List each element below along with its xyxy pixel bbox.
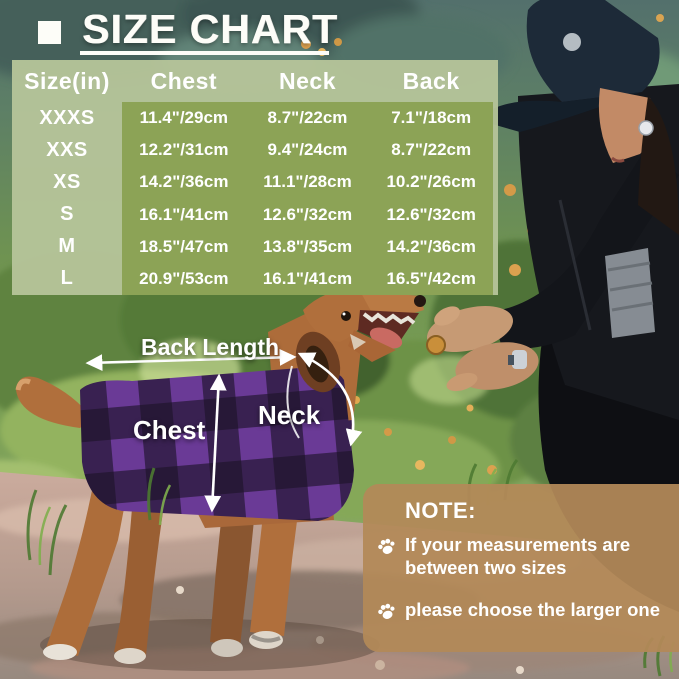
measurement-cell: 7.1"/18cm — [369, 102, 493, 135]
size-label: XXS — [46, 138, 88, 161]
measurement-cell: 8.7"/22cm — [369, 134, 493, 167]
note-box: NOTE: If your measurements are between t… — [363, 484, 679, 652]
measurement-cell: 9.4"/24cm — [245, 134, 370, 167]
size-label: XXXS — [39, 106, 95, 129]
measurement-cell: 14.2"/36cm — [122, 166, 246, 199]
size-label: L — [60, 267, 74, 290]
measurement-cell: 20.9"/53cm — [122, 262, 246, 295]
note-heading: NOTE: — [405, 498, 476, 523]
paw-icon — [378, 603, 395, 620]
neck-arrow — [297, 352, 363, 447]
measurement-cell: 18.5"/47cm — [122, 230, 246, 263]
size-label: S — [60, 203, 74, 226]
note-item: If your measurements are between two siz… — [377, 534, 671, 579]
chest-label: Chest — [133, 415, 206, 445]
column-header-neck: Neck — [279, 67, 336, 94]
note-item: please choose the larger one — [377, 599, 671, 622]
column-header-chest: Chest — [150, 67, 218, 94]
page-title: SIZE CHART — [82, 6, 338, 52]
title-bullet-square-icon — [38, 21, 61, 44]
measurement-cell: 12.6"/32cm — [369, 198, 493, 231]
measurement-cell: 13.8"/35cm — [245, 230, 370, 263]
size-table: Size(in) Chest Neck Back XXXS 11.4"/29cm… — [12, 60, 498, 295]
size-label: M — [58, 235, 76, 258]
column-header-size: Size(in) — [24, 67, 110, 94]
back-length-label: Back Length — [141, 334, 280, 360]
measurement-cell: 12.2"/31cm — [122, 134, 246, 167]
back-length-arrow — [85, 348, 297, 372]
title-underline — [80, 51, 329, 55]
measurement-cell: 11.1"/28cm — [245, 166, 370, 199]
neck-label: Neck — [258, 400, 321, 430]
note-item-text: please choose the larger one — [405, 599, 660, 621]
size-label: XS — [53, 170, 81, 193]
paw-icon — [378, 538, 395, 554]
measurement-cell: 8.7"/22cm — [245, 102, 370, 135]
measurement-cell: 16.5"/42cm — [369, 262, 493, 295]
measurement-cell: 14.2"/36cm — [369, 230, 493, 263]
measurement-cell: 16.1"/41cm — [122, 198, 246, 231]
chest-arrow — [204, 373, 227, 513]
measurement-cell: 12.6"/32cm — [245, 198, 370, 231]
measurement-cell: 11.4"/29cm — [122, 102, 246, 135]
measurement-cell: 16.1"/41cm — [245, 262, 370, 295]
note-item-text: If your measurements are between two siz… — [405, 534, 631, 578]
measurement-cell: 10.2"/26cm — [369, 166, 493, 199]
column-header-back: Back — [402, 67, 460, 94]
